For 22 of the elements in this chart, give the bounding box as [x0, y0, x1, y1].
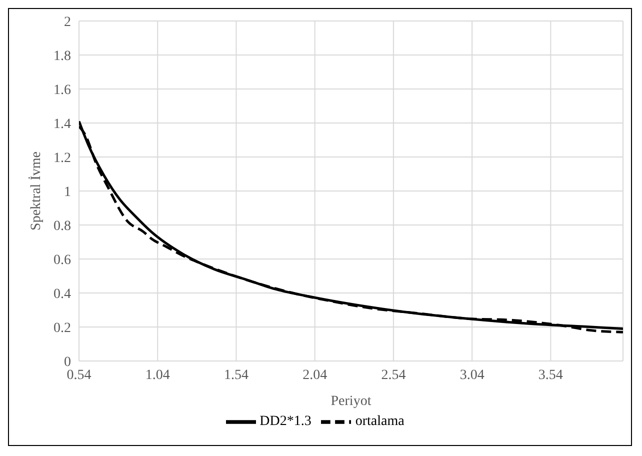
legend-label: ortalama [355, 414, 404, 430]
x-axis-title: Periyot [330, 394, 372, 409]
y-tick-label: 0.4 [54, 286, 71, 302]
y-tick-label: 1.2 [54, 150, 71, 166]
y-tick-label: 0.8 [54, 218, 71, 234]
y-tick-label: 1.6 [54, 82, 71, 98]
y-tick-label: 0 [64, 354, 71, 370]
y-tick-label: 1.4 [54, 116, 71, 132]
x-tick-label: 3.04 [460, 368, 484, 383]
legend-label: DD2*1.3 [260, 414, 312, 430]
x-tick-label: 3.54 [538, 368, 563, 383]
x-tick-label: 1.54 [224, 368, 248, 383]
x-tick-label: 2.54 [381, 368, 406, 383]
y-tick-label: 0.2 [54, 320, 71, 336]
y-tick-label: 0.6 [54, 252, 71, 268]
y-tick-label: 2 [64, 14, 71, 30]
x-tick-label: 1.04 [145, 368, 170, 383]
y-tick-label: 1 [64, 184, 71, 200]
x-tick-label: 2.04 [302, 368, 328, 383]
x-tick-label: 0.54 [66, 368, 92, 383]
y-tick-label: 1.8 [54, 48, 71, 64]
y-axis-title: Spektral İvme [28, 152, 44, 230]
